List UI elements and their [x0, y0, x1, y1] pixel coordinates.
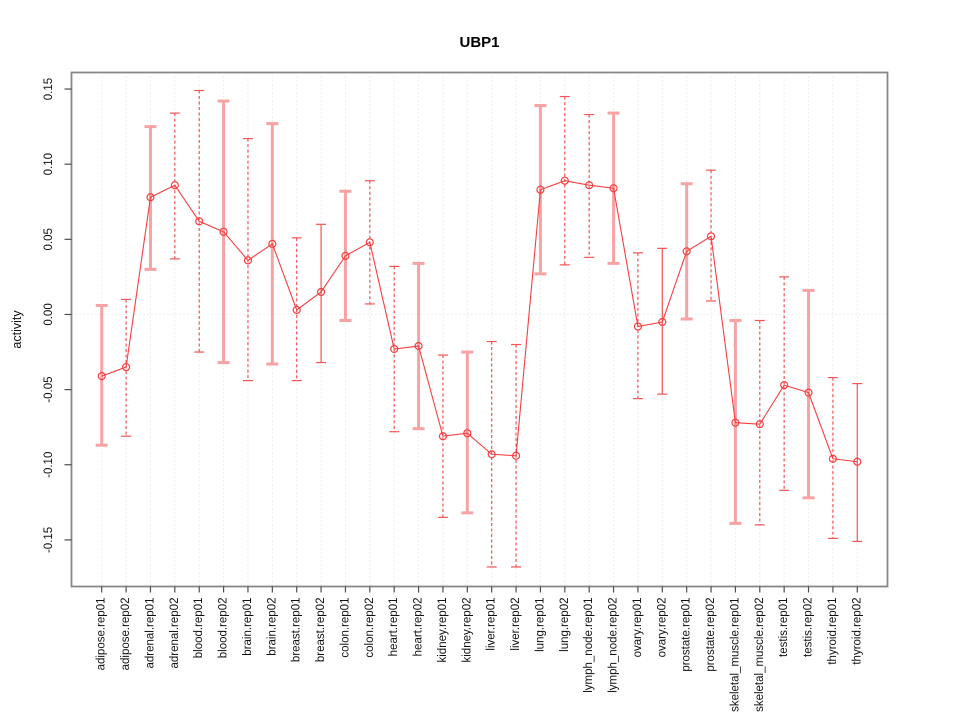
data-point [755, 420, 764, 429]
data-point [219, 227, 228, 236]
x-tick-label: ovary.rep02 [656, 598, 668, 658]
data-point [365, 238, 374, 247]
x-tick-label: breast.rep02 [315, 598, 327, 663]
data-point [560, 176, 569, 185]
x-tick-label: adipose.rep01 [96, 598, 108, 671]
data-point [268, 239, 277, 248]
data-point [414, 341, 423, 351]
data-point [731, 418, 740, 427]
y-tick-label: -0.15 [43, 527, 55, 553]
data-point [390, 344, 399, 354]
data-point [682, 247, 691, 256]
data-point [633, 322, 643, 331]
data-point [706, 232, 716, 241]
x-tick-label: adrenal.rep01 [144, 598, 156, 669]
y-tick-label: 0.15 [43, 78, 55, 100]
data-point [341, 251, 350, 260]
x-tick-label: liver.rep02 [510, 598, 522, 651]
data-point [146, 193, 155, 202]
data-point [487, 450, 496, 459]
x-tick-label: lung.rep02 [559, 598, 571, 652]
data-point [828, 454, 838, 463]
data-point [463, 429, 472, 438]
x-tick-label: testis.rep01 [778, 598, 790, 657]
x-tick-label: colon.rep01 [339, 598, 351, 658]
y-tick-label: 0.10 [43, 153, 55, 175]
series-line [101, 180, 858, 463]
x-tick-label: blood.rep01 [193, 598, 205, 659]
data-point [292, 305, 301, 315]
data-point [536, 185, 545, 194]
x-tick-label: adrenal.rep02 [169, 598, 181, 669]
x-tick-label: blood.rep02 [218, 598, 230, 659]
data-point [853, 457, 862, 466]
y-tick-label: 0.00 [43, 303, 55, 325]
x-tick-label: brain.rep01 [242, 598, 254, 656]
data-point [780, 381, 789, 390]
data-point [658, 317, 667, 327]
y-tick-label: -0.10 [43, 452, 55, 478]
data-point [804, 388, 813, 397]
x-tick-label: thyroid.rep01 [827, 598, 839, 665]
x-tick-label: skeletal_muscle.rep02 [754, 598, 766, 712]
data-point [316, 287, 326, 297]
data-point [170, 181, 179, 190]
x-tick-label: adipose.rep02 [120, 598, 132, 671]
data-point [609, 184, 618, 193]
x-tick-label: liver.rep01 [486, 598, 498, 651]
x-tick-label: ovary.rep01 [632, 598, 644, 658]
data-point [121, 362, 131, 372]
x-tick-label: colon.rep02 [364, 598, 376, 658]
plot-area: 0.15 0.10 0.05 0.00 -0.05 -0.10 -0.15 adipose.r… [43, 71, 889, 712]
x-tick-label: skeletal_muscle.rep01 [729, 598, 741, 712]
x-tick-label: lung.rep01 [534, 598, 546, 652]
data-point [243, 256, 253, 265]
data-point [97, 371, 106, 381]
y-tick-label: -0.05 [43, 377, 55, 403]
chart-title: UBP1 [459, 34, 499, 51]
x-tick-label: brain.rep02 [266, 598, 278, 656]
x-tick-label: heart.rep01 [388, 598, 400, 657]
x-tick-label: lymph_node.rep01 [583, 598, 595, 693]
x-tick-label: kidney.rep01 [437, 598, 449, 663]
x-tick-label: testis.rep02 [803, 598, 815, 657]
y-tick-label: 0.05 [43, 228, 55, 250]
x-tick-label: prostate.rep01 [681, 598, 693, 672]
plot-border [70, 71, 889, 588]
data-point [195, 217, 204, 226]
data-point [585, 181, 594, 190]
data-point [511, 451, 521, 460]
x-tick-label: heart.rep02 [413, 598, 425, 657]
x-tick-label: breast.rep01 [291, 598, 303, 663]
x-tick-label: lymph_node.rep02 [608, 598, 620, 693]
x-tick-label: kidney.rep02 [461, 598, 473, 663]
y-axis-label: activity [10, 310, 24, 349]
data-point [438, 432, 448, 441]
x-tick-label: prostate.rep02 [705, 598, 717, 672]
x-tick-label: thyroid.rep02 [851, 598, 863, 665]
